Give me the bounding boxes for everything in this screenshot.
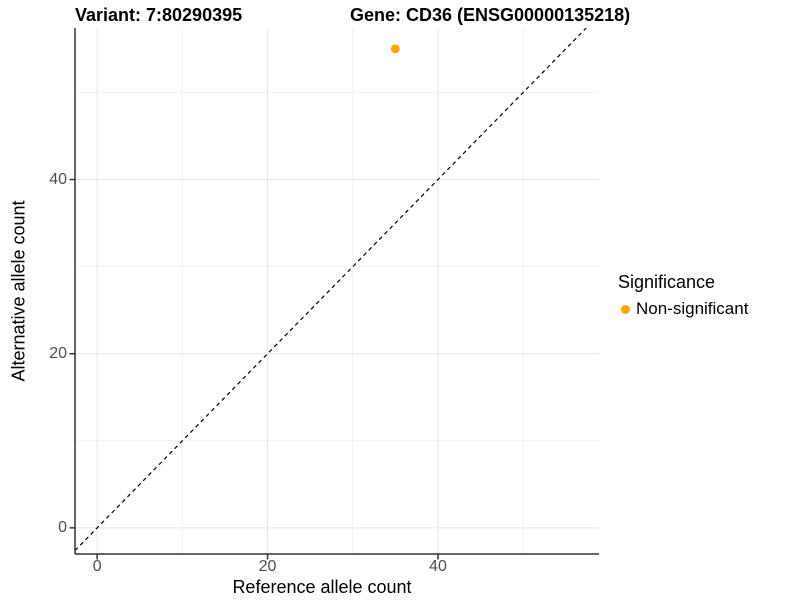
legend-entry: Non-significant [621,299,748,319]
x-tick-label: 20 [258,558,277,575]
data-point [390,44,400,54]
legend-entry-label: Non-significant [636,299,749,318]
legend-key-point-icon [621,304,630,314]
x-tick-label: 0 [92,558,102,575]
x-tick-label: 40 [429,558,447,575]
plot-title-gene: Gene: CD36 (ENSG00000135218) [350,5,631,25]
identity-line [74,27,587,551]
legend-title: Significance [618,272,716,292]
y-tick-label: 40 [49,170,67,188]
y-tick-label: 20 [49,344,67,362]
y-tick-label: 0 [58,518,67,536]
legend: Significance Non-significant [618,272,748,319]
plot-title-variant: Variant: 7:80290395 [75,5,243,25]
x-axis-title: Reference allele count [232,577,412,597]
